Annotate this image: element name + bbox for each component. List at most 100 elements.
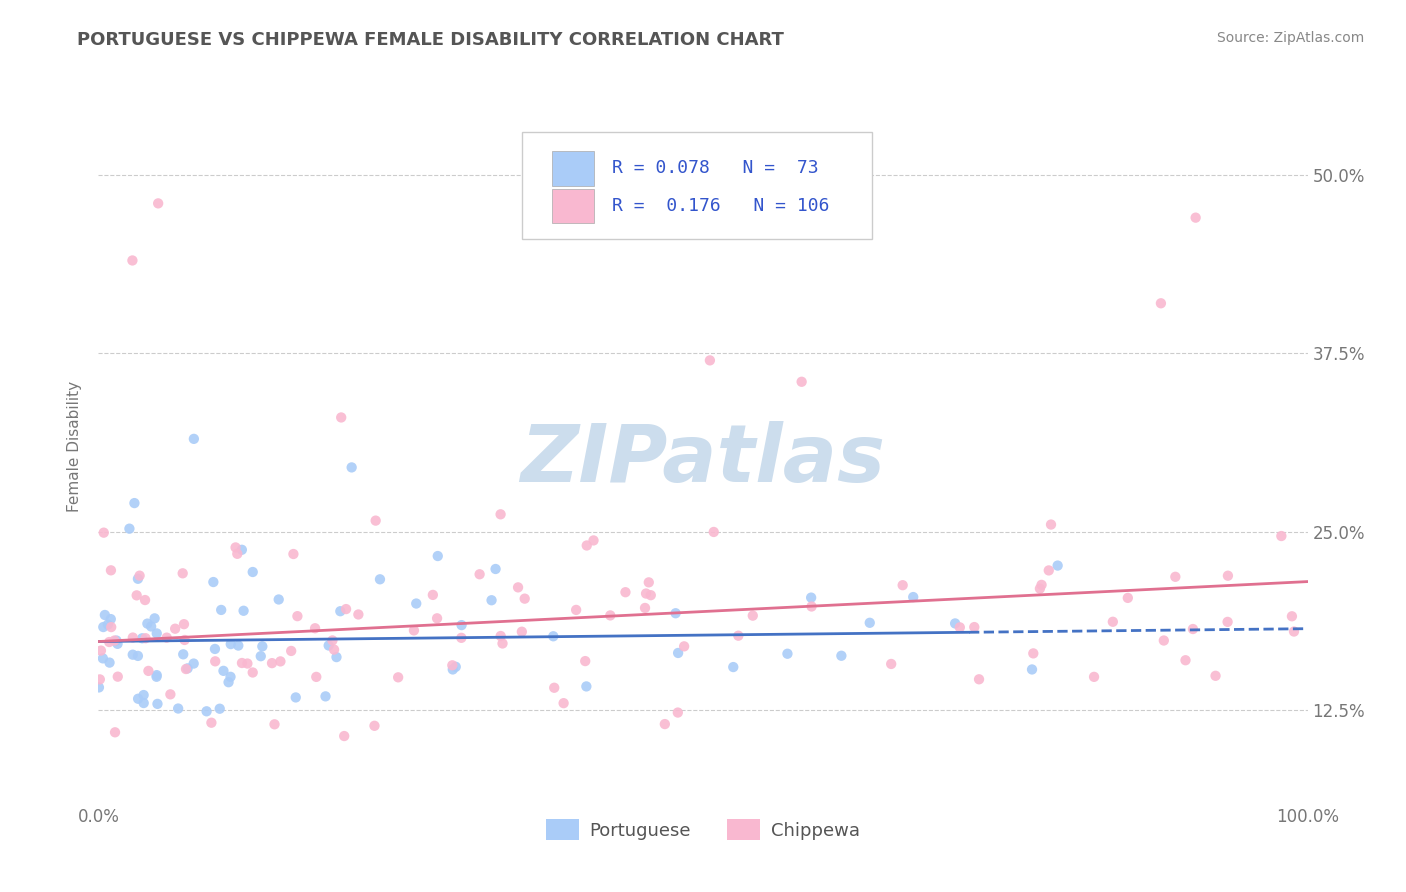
Point	[143, 611, 166, 625]
Point	[231, 656, 253, 670]
Y-axis label: Female Disability: Female Disability	[66, 380, 82, 512]
Point	[121, 631, 143, 645]
Point	[183, 432, 205, 446]
Point	[97, 617, 120, 632]
Point	[127, 572, 149, 586]
Point	[125, 588, 148, 602]
Point	[165, 622, 187, 636]
Point	[830, 648, 852, 663]
Point	[880, 657, 903, 671]
Point	[1038, 563, 1060, 577]
Point	[776, 647, 799, 661]
Point	[1164, 570, 1187, 584]
Point	[575, 539, 598, 553]
Point	[174, 662, 197, 676]
Point	[131, 632, 153, 646]
Point	[136, 616, 159, 631]
Point	[574, 654, 596, 668]
Point	[173, 632, 195, 647]
Point	[575, 680, 598, 694]
Point	[100, 612, 122, 626]
Point	[225, 541, 247, 555]
Point	[450, 618, 472, 632]
Legend: Portuguese, Chippewa: Portuguese, Chippewa	[538, 812, 868, 847]
Point	[94, 607, 117, 622]
Point	[330, 410, 353, 425]
Point	[640, 588, 662, 602]
Point	[87, 681, 110, 695]
Point	[132, 688, 155, 702]
Point	[128, 568, 150, 582]
Point	[1216, 568, 1239, 582]
Point	[232, 604, 254, 618]
Point	[666, 646, 689, 660]
FancyBboxPatch shape	[551, 189, 595, 223]
FancyBboxPatch shape	[522, 132, 872, 239]
Point	[269, 654, 291, 668]
Point	[1101, 615, 1123, 629]
Point	[284, 690, 307, 705]
Point	[145, 626, 167, 640]
Point	[1216, 615, 1239, 629]
Point	[335, 602, 357, 616]
Point	[489, 508, 512, 522]
Point	[212, 664, 235, 678]
Point	[146, 697, 169, 711]
Point	[949, 620, 972, 634]
Point	[599, 608, 621, 623]
Point	[441, 658, 464, 673]
Point	[634, 586, 657, 600]
Point	[634, 601, 657, 615]
Point	[107, 670, 129, 684]
Point	[98, 635, 121, 649]
Point	[195, 704, 218, 718]
Point	[426, 611, 449, 625]
Point	[967, 673, 990, 687]
Point	[637, 575, 659, 590]
Point	[790, 375, 813, 389]
Point	[89, 673, 111, 687]
Text: R =  0.176   N = 106: R = 0.176 N = 106	[613, 197, 830, 215]
Point	[321, 633, 343, 648]
Point	[118, 522, 141, 536]
Point	[1270, 529, 1292, 543]
Point	[800, 591, 823, 605]
Point	[135, 631, 157, 645]
Point	[231, 542, 253, 557]
Point	[219, 637, 242, 651]
Point	[226, 547, 249, 561]
Point	[127, 691, 149, 706]
Point	[236, 657, 259, 671]
Point	[963, 620, 986, 634]
Point	[134, 593, 156, 607]
Point	[107, 637, 129, 651]
Point	[173, 617, 195, 632]
Point	[1022, 646, 1045, 660]
Point	[654, 717, 676, 731]
Point	[506, 580, 529, 594]
Point	[614, 585, 637, 599]
Point	[318, 639, 340, 653]
Point	[138, 664, 160, 678]
Text: ZIPatlas: ZIPatlas	[520, 421, 886, 500]
Point	[1083, 670, 1105, 684]
Point	[242, 565, 264, 579]
Point	[121, 253, 143, 268]
Point	[513, 591, 536, 606]
Point	[491, 636, 513, 650]
Point	[703, 524, 725, 539]
Point	[260, 656, 283, 670]
Point	[209, 603, 232, 617]
Point	[145, 668, 167, 682]
Point	[226, 639, 249, 653]
Point	[167, 701, 190, 715]
Point	[200, 715, 222, 730]
Point	[699, 353, 721, 368]
Point	[242, 665, 264, 680]
Point	[368, 572, 391, 586]
Point	[1046, 558, 1069, 573]
Point	[159, 687, 181, 701]
Point	[267, 592, 290, 607]
Point	[325, 650, 347, 665]
Point	[665, 606, 688, 620]
